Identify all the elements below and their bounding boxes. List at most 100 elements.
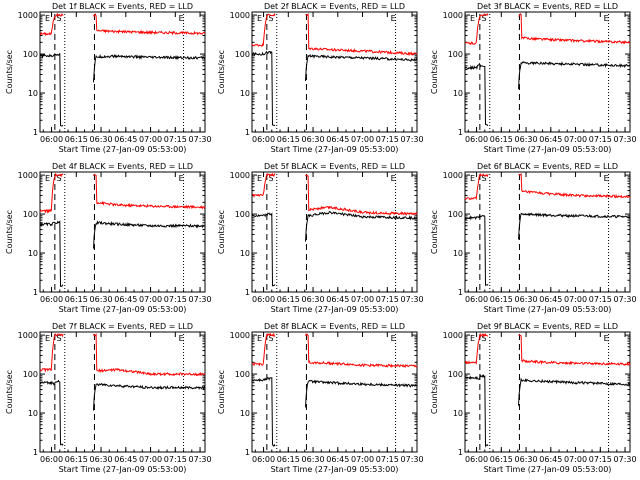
y-tick-label: 100 (23, 370, 38, 379)
x-tick-label: 06:30 (90, 455, 113, 464)
x-tick-label: 07:00 (139, 295, 162, 304)
series-lld-line (251, 332, 418, 369)
x-tick-label: 06:30 (302, 135, 325, 144)
x-axis-label: Start Time (27-Jan-09 05:53:00) (271, 465, 399, 474)
x-tick-label: 07:15 (376, 295, 399, 304)
x-tick-label: 06:15 (490, 295, 513, 304)
series-events-line (251, 376, 418, 447)
event-marker-label: E (470, 334, 475, 343)
x-tick-label: 06:30 (302, 455, 325, 464)
x-tick-label: 06:15 (490, 135, 513, 144)
y-tick-label: 1000 (443, 171, 463, 180)
x-tick-label: 06:45 (114, 455, 137, 464)
x-axis-label: Start Time (27-Jan-09 05:53:00) (484, 145, 612, 154)
x-tick-label: 07:30 (614, 135, 637, 144)
y-tick-label: 1000 (230, 171, 250, 180)
y-axis-label: Counts/sec (217, 50, 226, 94)
y-tick-label: 10 (240, 89, 250, 98)
x-tick-label: 06:45 (326, 455, 349, 464)
x-tick-label: 07:30 (401, 295, 424, 304)
event-marker-label: E (179, 334, 184, 343)
detector-panel-9: Det 9f BLACK = Events, RED = LLD Counts/s… (430, 322, 637, 474)
x-tick-label: 07:00 (351, 295, 374, 304)
x-tick-label: 07:00 (564, 455, 587, 464)
event-marker-label: E (257, 334, 262, 343)
x-tick-label: 07:00 (139, 455, 162, 464)
panel-title: Det 5f BLACK = Events, RED = LLD (264, 162, 405, 171)
plot-frame (464, 331, 631, 453)
series-lld-line (464, 332, 631, 366)
x-tick-label: 07:30 (189, 135, 212, 144)
x-tick-label: 07:15 (164, 295, 187, 304)
x-tick-label: 07:30 (401, 455, 424, 464)
detector-panel-5: Det 5f BLACK = Events, RED = LLD Counts/s… (217, 162, 424, 314)
y-tick-label: 10 (453, 409, 463, 418)
y-tick-label: 100 (448, 210, 463, 219)
y-axis-label: Counts/sec (430, 50, 439, 94)
x-tick-label: 07:15 (376, 455, 399, 464)
plot-frame (464, 171, 631, 293)
x-tick-label: 06:15 (65, 295, 88, 304)
y-tick-label: 10 (240, 409, 250, 418)
detector-panel-7: Det 7f BLACK = Events, RED = LLD Counts/s… (5, 322, 212, 474)
y-tick-label: 1000 (230, 331, 250, 340)
y-tick-label: 100 (448, 370, 463, 379)
x-tick-label: 06:15 (65, 455, 88, 464)
y-axis-label: Counts/sec (217, 370, 226, 414)
series-lld-line (39, 172, 206, 214)
detector-panel-6: Det 6f BLACK = Events, RED = LLD Counts/s… (430, 162, 637, 314)
series-events-line (464, 61, 631, 126)
x-tick-label: 06:30 (90, 295, 113, 304)
x-tick-label: 06:30 (515, 135, 538, 144)
y-tick-label: 10 (28, 409, 38, 418)
y-tick-label: 1000 (18, 11, 38, 20)
series-events-line (39, 53, 206, 127)
series-lld-line (252, 172, 418, 216)
detector-panel-3: Det 3f BLACK = Events, RED = LLD Counts/s… (430, 2, 637, 154)
y-tick-label: 1000 (443, 11, 463, 20)
event-marker-label: S (57, 14, 62, 23)
y-tick-label: 1 (245, 288, 250, 297)
x-tick-label: 06:30 (515, 455, 538, 464)
x-tick-label: 06:00 (40, 455, 63, 464)
detector-panel-4: Det 4f BLACK = Events, RED = LLD Counts/s… (5, 162, 212, 314)
detector-panel-2: Det 2f BLACK = Events, RED = LLD Counts/s… (217, 2, 424, 154)
x-tick-label: 06:15 (65, 135, 88, 144)
series-events-line (39, 220, 206, 287)
x-axis-label: Start Time (27-Jan-09 05:53:00) (59, 145, 187, 154)
series-events-line (39, 379, 206, 446)
series-lld-line (251, 12, 418, 57)
event-marker-label: E (391, 334, 396, 343)
plot-frame (39, 331, 206, 453)
y-tick-label: 10 (28, 249, 38, 258)
event-marker-label: S (57, 334, 62, 343)
x-tick-label: 07:30 (401, 135, 424, 144)
plot-frame (464, 11, 631, 133)
event-marker-label: E (604, 14, 609, 23)
series-events-line (252, 50, 418, 126)
detector-panel-1: Det 1f BLACK = Events, RED = LLD Counts/s… (5, 2, 212, 154)
x-tick-label: 06:45 (326, 135, 349, 144)
x-tick-label: 07:00 (564, 135, 587, 144)
y-axis-label: Counts/sec (5, 50, 14, 94)
panel-title: Det 2f BLACK = Events, RED = LLD (264, 2, 405, 11)
x-tick-label: 07:00 (564, 295, 587, 304)
x-tick-label: 06:30 (515, 295, 538, 304)
x-axis-label: Start Time (27-Jan-09 05:53:00) (271, 305, 399, 314)
x-tick-label: 06:15 (490, 455, 513, 464)
y-tick-label: 1 (458, 128, 463, 137)
y-tick-label: 1 (245, 448, 250, 457)
series-events-line (464, 373, 631, 448)
y-tick-label: 100 (23, 50, 38, 59)
y-axis-label: Counts/sec (430, 210, 439, 254)
x-tick-label: 06:00 (465, 295, 488, 304)
x-axis-label: Start Time (27-Jan-09 05:53:00) (484, 465, 612, 474)
x-tick-label: 06:45 (326, 295, 349, 304)
x-tick-label: 07:00 (351, 455, 374, 464)
event-marker-label: S (269, 174, 274, 183)
x-axis-label: Start Time (27-Jan-09 05:53:00) (59, 305, 187, 314)
series-lld-line (464, 13, 631, 46)
event-marker-label: E (604, 334, 609, 343)
x-tick-label: 07:15 (589, 455, 612, 464)
